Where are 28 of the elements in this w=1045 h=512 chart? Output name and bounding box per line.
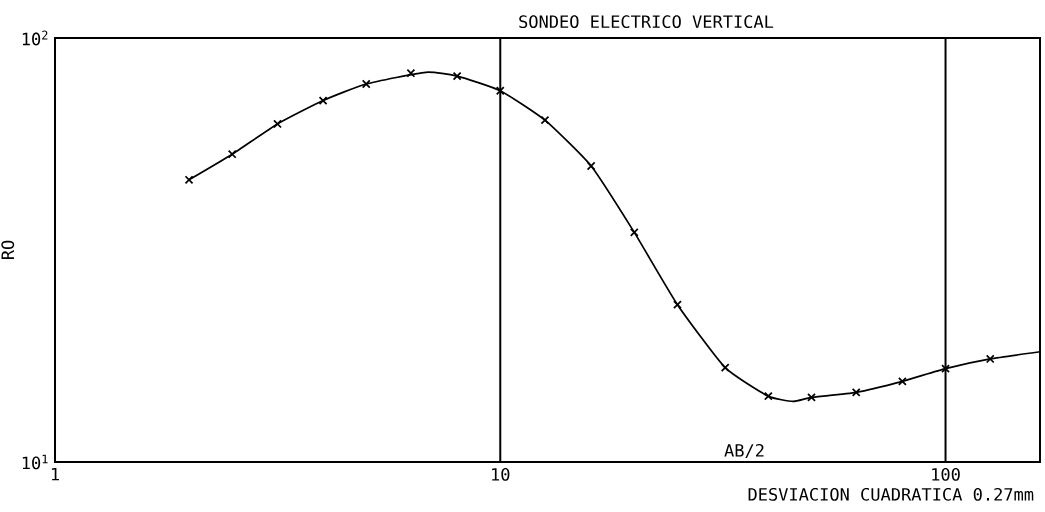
x-axis-title: AB/2 — [724, 443, 764, 459]
point — [184, 175, 194, 185]
point — [985, 354, 995, 364]
point — [406, 68, 416, 78]
point — [763, 391, 773, 401]
point — [941, 364, 950, 374]
point — [495, 86, 505, 96]
point — [452, 71, 462, 81]
point — [273, 119, 282, 129]
point — [897, 376, 907, 386]
point — [851, 387, 861, 397]
y-axis-title: RO — [1, 240, 15, 260]
x-tick-label: 1 — [51, 467, 59, 481]
y-tick-label: 10$^{2}$ — [22, 30, 48, 46]
chart-title: SONDEO ELECTRICO VERTICAL — [519, 15, 774, 29]
x-tick-label: 10 — [492, 467, 510, 481]
x-tick-label: 100 — [932, 467, 960, 481]
point — [361, 79, 371, 89]
point — [673, 300, 682, 310]
text: DESVIACION CUADRATICA 0.27mm — [748, 487, 1034, 501]
point — [540, 115, 550, 125]
point — [227, 149, 237, 159]
point — [318, 96, 328, 105]
point — [807, 393, 816, 402]
y-tick-label: 10$^{1}$ — [22, 454, 48, 470]
point — [629, 227, 639, 237]
point — [720, 363, 730, 372]
point — [586, 161, 596, 171]
